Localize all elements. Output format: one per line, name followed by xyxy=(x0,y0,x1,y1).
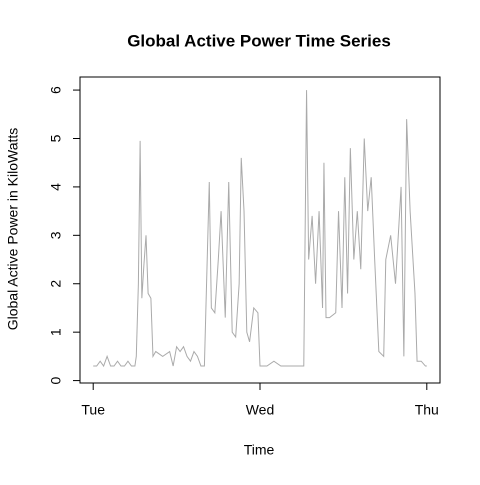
y-tick-label: 3 xyxy=(48,231,64,239)
x-axis-label: Time xyxy=(244,442,275,458)
data-line xyxy=(93,90,427,368)
y-tick-label: 5 xyxy=(48,134,64,142)
y-axis-label: Global Active Power in KiloWatts xyxy=(5,128,21,331)
x-tick-label: Thu xyxy=(415,402,439,418)
x-tick-label: Wed xyxy=(246,402,275,418)
y-tick-label: 2 xyxy=(48,280,64,288)
y-tick-label: 1 xyxy=(48,328,64,336)
y-tick-label: 4 xyxy=(48,183,64,191)
y-tick-label: 6 xyxy=(48,86,64,94)
plot-frame xyxy=(79,76,441,384)
y-tick-label: 0 xyxy=(48,376,64,384)
x-tick-label: Tue xyxy=(81,402,105,418)
chart-title: Global Active Power Time Series xyxy=(127,31,391,50)
